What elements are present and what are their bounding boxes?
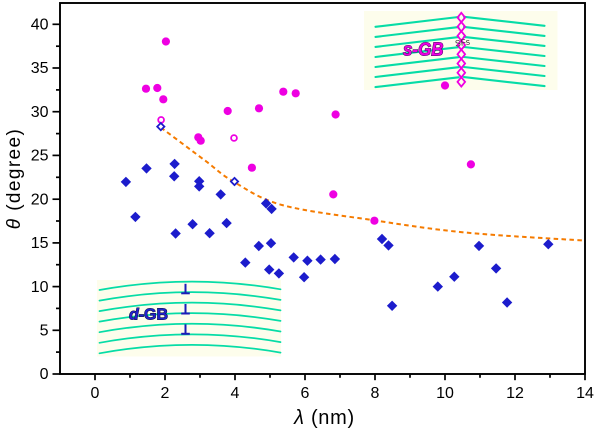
svg-text:SFs: SFs bbox=[454, 37, 471, 49]
svg-text:10: 10 bbox=[31, 279, 49, 296]
svg-text:40: 40 bbox=[31, 17, 49, 34]
svg-text:s-GB: s-GB bbox=[403, 39, 444, 60]
svg-text:8: 8 bbox=[371, 385, 380, 402]
svg-text:λ (nm): λ (nm) bbox=[293, 407, 355, 429]
svg-text:12: 12 bbox=[506, 385, 524, 402]
svg-text:d-GB: d-GB bbox=[129, 307, 168, 324]
svg-text:2: 2 bbox=[161, 385, 170, 402]
svg-text:14: 14 bbox=[576, 385, 594, 402]
svg-text:35: 35 bbox=[31, 60, 49, 77]
svg-text:10: 10 bbox=[436, 385, 454, 402]
svg-text:θ (degree): θ (degree) bbox=[4, 128, 25, 229]
svg-text:15: 15 bbox=[31, 235, 49, 252]
svg-text:4: 4 bbox=[231, 385, 240, 402]
svg-text:6: 6 bbox=[301, 385, 310, 402]
svg-text:0: 0 bbox=[91, 385, 100, 402]
svg-text:20: 20 bbox=[31, 191, 49, 208]
svg-text:0: 0 bbox=[40, 366, 49, 383]
svg-text:30: 30 bbox=[31, 104, 49, 121]
svg-text:25: 25 bbox=[31, 148, 49, 165]
svg-text:5: 5 bbox=[40, 323, 49, 340]
